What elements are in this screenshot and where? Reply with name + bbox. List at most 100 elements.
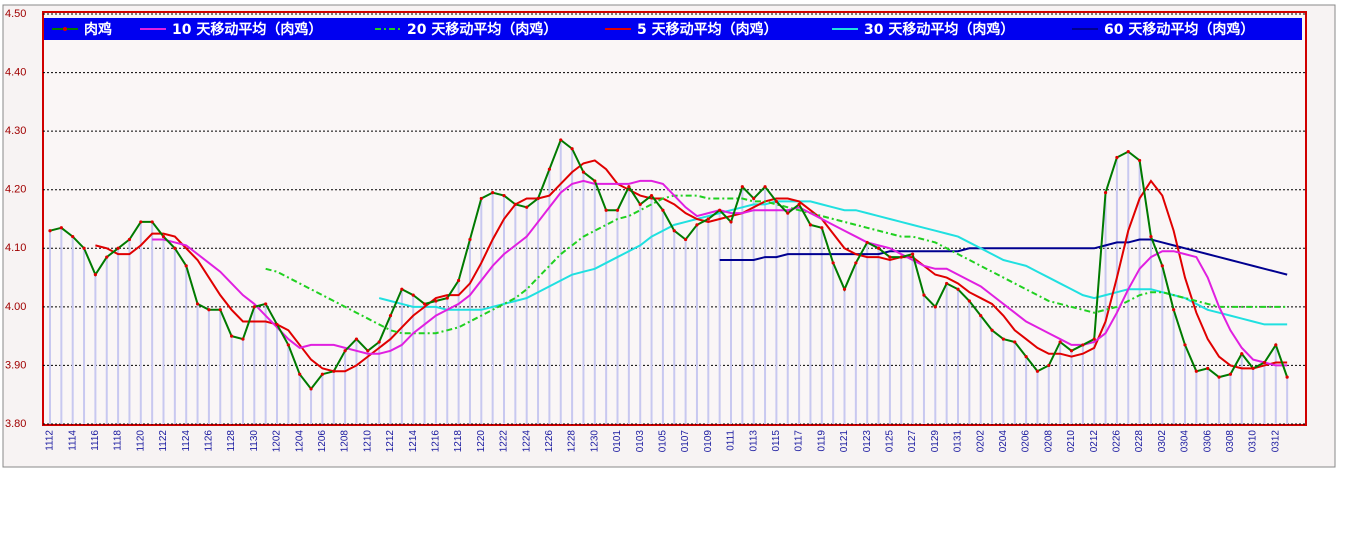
point-marker: [264, 302, 268, 306]
series-line: [95, 159, 1288, 373]
point-marker: [672, 229, 676, 233]
bar: [650, 195, 653, 424]
bar: [1240, 353, 1243, 424]
point-marker: [525, 205, 529, 209]
x-tick-label: 0312: [1270, 430, 1281, 453]
x-tick-label: 1228: [567, 430, 578, 453]
bar: [1161, 265, 1164, 424]
bar: [968, 301, 971, 424]
bar: [571, 148, 574, 424]
point-marker: [763, 185, 767, 189]
bar: [400, 289, 403, 424]
bar: [1025, 356, 1028, 424]
bar: [139, 221, 142, 424]
bar: [468, 239, 471, 424]
series-line: [378, 200, 1288, 326]
legend-box: [44, 18, 1302, 40]
point-marker: [48, 229, 52, 233]
point-marker: [695, 223, 699, 227]
x-tick-label: 0113: [748, 430, 759, 452]
point-marker: [820, 226, 824, 230]
x-tick-label: 1128: [226, 430, 237, 452]
point-marker: [93, 273, 97, 277]
point-marker: [1069, 349, 1074, 353]
bar: [1047, 365, 1050, 424]
bar: [173, 248, 176, 424]
x-tick-label: 1212: [385, 430, 396, 453]
bar: [661, 210, 664, 424]
bar: [854, 262, 857, 424]
point-marker: [366, 349, 370, 353]
bar: [786, 213, 789, 424]
bar: [1195, 371, 1198, 424]
x-tick-label: 1224: [521, 430, 532, 453]
bar: [264, 303, 267, 424]
bar: [1002, 339, 1005, 424]
point-marker: [888, 255, 892, 259]
bar: [1286, 377, 1289, 424]
bar: [741, 186, 744, 424]
point-marker: [116, 246, 120, 250]
series-line: [49, 138, 1289, 391]
x-tick-label: 0206: [1021, 430, 1032, 453]
bar: [627, 186, 630, 424]
x-tick-label: 1124: [181, 430, 192, 452]
point-marker: [1081, 343, 1085, 347]
point-marker: [491, 191, 495, 195]
x-tick-label: 0103: [635, 430, 646, 453]
point-marker: [184, 264, 188, 268]
point-marker: [502, 193, 506, 198]
bar: [1081, 344, 1084, 424]
bar: [639, 204, 642, 424]
point-marker: [445, 296, 449, 300]
bar: [548, 169, 551, 424]
bar: [752, 198, 755, 424]
bar: [1149, 236, 1152, 424]
bar: [1036, 371, 1039, 424]
point-marker: [1047, 363, 1051, 368]
point-marker: [752, 196, 756, 201]
bar: [230, 336, 233, 424]
x-tick-label: 1222: [499, 430, 510, 453]
point-marker: [831, 261, 835, 265]
bar: [559, 139, 562, 424]
y-tick-label: 4.00: [5, 301, 26, 313]
bar: [798, 204, 801, 424]
bar: [1263, 362, 1266, 424]
bar: [922, 295, 925, 424]
point-marker: [1115, 155, 1119, 160]
bar: [1070, 350, 1073, 424]
bar: [1104, 192, 1107, 424]
x-tick-label: 1114: [67, 430, 78, 451]
bar: [94, 274, 97, 424]
x-tick-label: 1202: [272, 430, 283, 453]
y-tick-label: 3.80: [5, 418, 26, 430]
point-marker: [638, 202, 642, 206]
bar: [1059, 342, 1062, 424]
point-marker: [570, 147, 574, 151]
point-marker: [207, 308, 211, 312]
bar: [332, 371, 335, 424]
point-marker: [1092, 337, 1096, 341]
legend-label: 20 天移动平均（肉鸡）: [407, 21, 557, 38]
point-marker: [627, 185, 631, 189]
point-marker: [1013, 340, 1017, 344]
bar: [764, 186, 767, 424]
point-marker: [343, 349, 347, 353]
bar: [310, 388, 313, 424]
bar: [1274, 344, 1277, 424]
point-marker: [400, 287, 404, 291]
point-marker: [865, 240, 869, 245]
bar: [673, 230, 676, 424]
point-marker: [422, 302, 427, 306]
point-marker: [82, 246, 86, 250]
x-tick-label: 1230: [589, 430, 600, 453]
point-marker: [1058, 340, 1062, 344]
x-tick-label: 0125: [885, 430, 896, 453]
point-marker: [332, 369, 336, 373]
x-tick-label: 0117: [794, 430, 805, 452]
point-marker: [252, 305, 256, 309]
bar: [196, 303, 199, 424]
bar: [605, 210, 608, 424]
bar: [378, 342, 381, 424]
